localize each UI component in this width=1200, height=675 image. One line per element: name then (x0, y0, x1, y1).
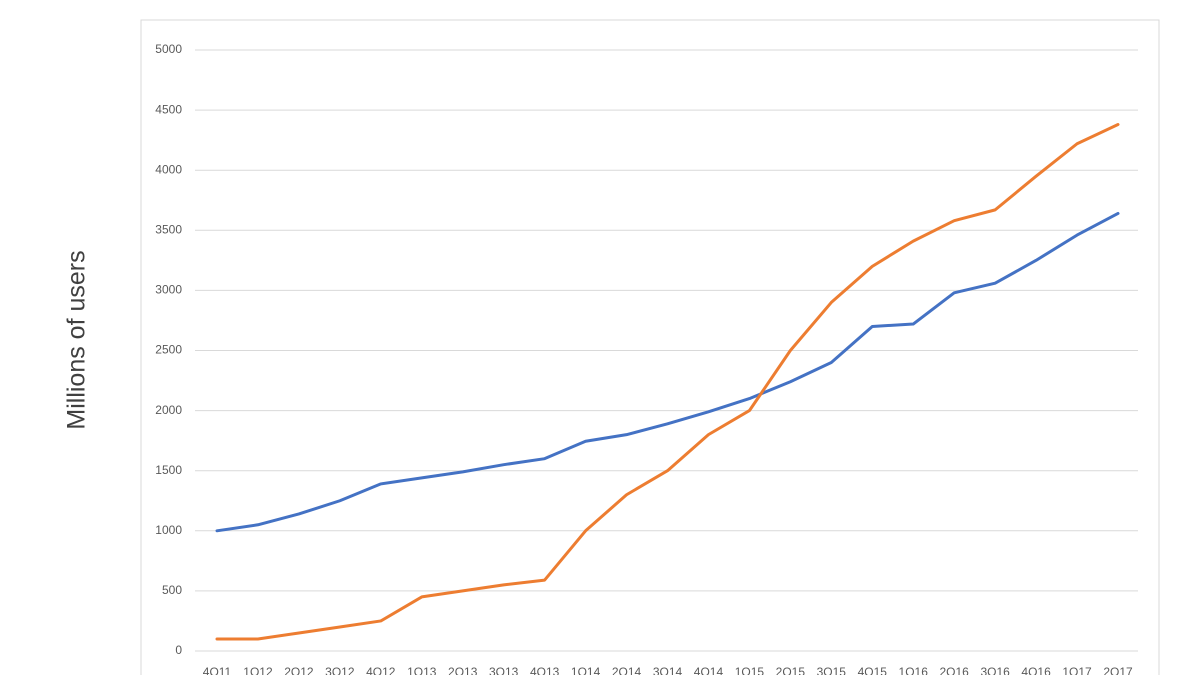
y-tick-label: 3500 (155, 222, 182, 236)
y-tick-label: 1000 (155, 523, 182, 537)
plot-frame (140, 19, 1160, 675)
x-tick-label: 4Q11 (203, 665, 232, 675)
x-tick-label: 2Q14 (612, 665, 642, 675)
x-tick-label: 3Q13 (489, 665, 519, 675)
x-tick-label: 3Q16 (980, 665, 1010, 675)
x-tick-label: 2Q15 (776, 665, 806, 675)
x-tick-label: 3Q12 (325, 665, 355, 675)
x-tick-label: 1Q13 (407, 665, 437, 675)
x-tick-label: 1Q14 (571, 665, 601, 675)
y-tick-label: 2500 (155, 343, 182, 357)
y-axis-label: Millions of users (63, 250, 91, 429)
y-tick-label: 2000 (155, 403, 182, 417)
x-tick-label: 2Q13 (448, 665, 478, 675)
y-tick-label: 4000 (155, 162, 182, 176)
x-tick-label: 4Q14 (694, 665, 724, 675)
x-tick-label: 4Q13 (530, 665, 560, 675)
y-tick-label: 3000 (155, 283, 182, 297)
y-tick-label: 1500 (155, 463, 182, 477)
x-tick-label: 4Q16 (1021, 665, 1051, 675)
y-tick-label: 5000 (155, 42, 182, 56)
x-tick-label: 1Q12 (243, 665, 273, 675)
series-line (215, 211, 1120, 533)
y-tick-label: 500 (162, 583, 182, 597)
x-tick-label: 2Q17 (1103, 665, 1133, 675)
x-tick-label: 3Q15 (817, 665, 847, 675)
x-tick-label: 2Q16 (940, 665, 970, 675)
y-tick-label: 4500 (155, 102, 182, 116)
series-line (215, 123, 1120, 641)
x-tick-label: 1Q15 (735, 665, 765, 675)
x-tick-label: 2Q12 (284, 665, 314, 675)
y-tick-label: 0 (175, 643, 182, 657)
x-tick-label: 3Q14 (653, 665, 683, 675)
x-tick-label: 1Q17 (1062, 665, 1092, 675)
x-tick-label: 4Q15 (858, 665, 888, 675)
x-tick-label: 4Q12 (366, 665, 396, 675)
x-tick-label: 1Q16 (899, 665, 929, 675)
